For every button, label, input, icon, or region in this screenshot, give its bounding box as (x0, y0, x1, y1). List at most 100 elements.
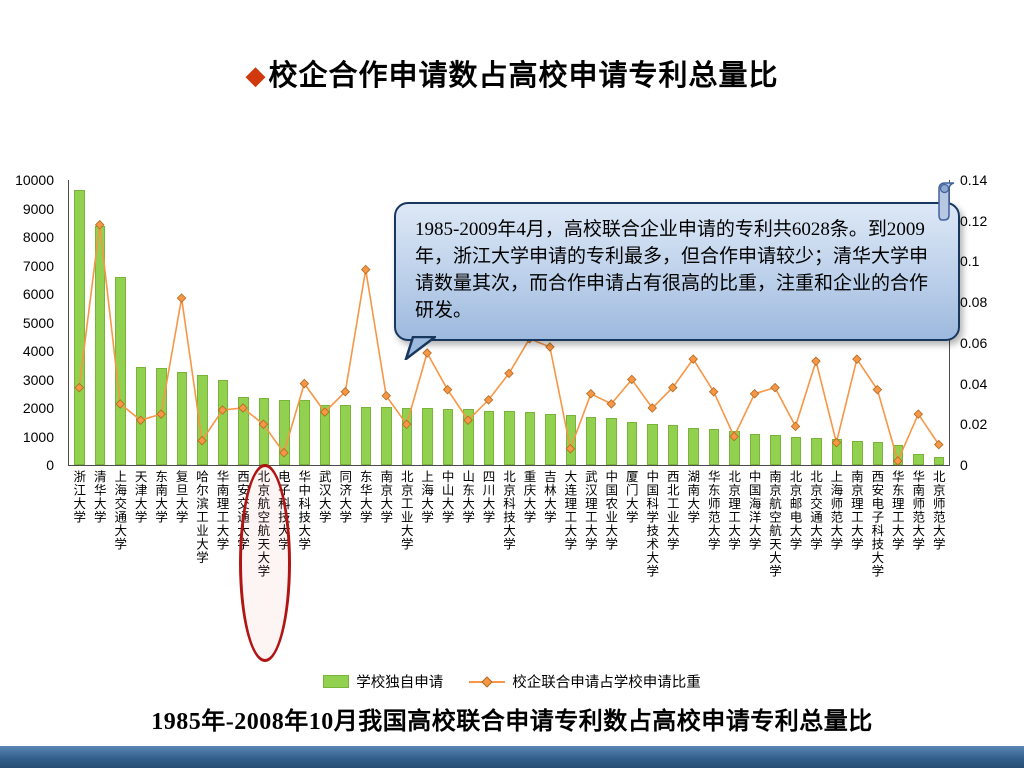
x-axis-label: 华东理工大学 (889, 470, 904, 551)
scroll-ornament-icon (938, 182, 955, 221)
bar (913, 453, 924, 465)
line-marker (483, 395, 494, 405)
bar (483, 410, 495, 465)
x-axis-label: 南京航空航天大学 (767, 470, 781, 578)
bar (626, 422, 638, 465)
line-marker (647, 403, 658, 413)
x-axis-label: 华南师范大学 (910, 470, 925, 551)
legend-line-label: 校企联合申请占学校申请比重 (512, 675, 701, 691)
x-axis-label: 浙江大学 (71, 470, 86, 524)
line-marker (463, 415, 473, 425)
x-axis-label: 吉林大学 (541, 470, 556, 524)
x-axis-label: 东华大学 (357, 470, 372, 524)
line-marker (340, 386, 351, 397)
line-marker (586, 388, 596, 399)
bar (708, 429, 720, 465)
bar (565, 415, 577, 465)
x-axis-label: 中山大学 (439, 470, 454, 524)
line-marker (442, 384, 453, 395)
legend-bar-label: 学校独自申请 (356, 675, 444, 691)
x-axis-label: 华南理工大学 (214, 470, 229, 551)
bar (545, 413, 556, 465)
x-axis-label: 华东师范大学 (705, 470, 720, 551)
line-marker (811, 356, 821, 366)
bar (504, 410, 515, 465)
bar (749, 433, 761, 465)
bar (74, 190, 85, 465)
plot-area (68, 180, 950, 466)
legend: 学校独自申请 校企联合申请占学校申请比重 (0, 671, 1024, 692)
line-marker (627, 374, 637, 385)
x-axis-label: 西北工业大学 (664, 470, 679, 551)
line-marker (749, 388, 760, 399)
bar (729, 430, 740, 465)
y-axis-left-tick: 10000 (15, 172, 54, 188)
bar (852, 440, 863, 465)
x-axis-label: 北京邮电大学 (787, 470, 802, 551)
bar (381, 406, 392, 465)
callout-text: 1985-2009年4月，高校联合企业申请的专利共6028条。到2009年，浙江… (415, 219, 929, 321)
x-axis-label: 同济大学 (337, 470, 352, 524)
line-marker (831, 437, 842, 448)
x-axis-label: 东南大学 (153, 470, 168, 524)
bar (872, 442, 884, 465)
bar (524, 412, 536, 465)
x-axis-label: 哈尔滨工业大学 (194, 470, 208, 565)
y-axis-left-tick: 3000 (22, 371, 54, 388)
bar (442, 409, 454, 465)
line-marker (729, 431, 739, 442)
line-marker (872, 384, 883, 395)
x-axis-label: 清华大学 (91, 470, 106, 524)
bar (422, 408, 433, 465)
bar (319, 405, 331, 465)
x-axis-label: 四川大学 (480, 470, 495, 524)
x-axis-label: 山东大学 (460, 470, 475, 524)
y-axis-left-tick: 5000 (22, 314, 54, 331)
line-marker (790, 421, 801, 432)
bar (279, 399, 290, 465)
x-axis-label: 上海师范大学 (828, 470, 843, 551)
x-axis-label: 武汉理工大学 (582, 470, 597, 551)
line-marker (688, 354, 698, 364)
y-axis-left-tick: 1000 (22, 428, 54, 445)
line-marker (381, 391, 391, 401)
line-marker (258, 419, 269, 430)
y-axis-right-tick: 0.1 (960, 253, 980, 270)
legend-item-bars: 学校独自申请 (323, 671, 443, 692)
diamond-bullet-icon: ◆ (245, 61, 267, 90)
x-axis-label: 上海大学 (419, 470, 434, 524)
y-axis-left: 0 1000 2000 3000 4000 5000 6000 7000 8000 9000 100… (0, 172, 62, 473)
line-marker (667, 382, 678, 393)
y-axis-left-tick: 0 (46, 457, 54, 473)
x-axis-label: 厦门大学 (623, 470, 638, 524)
bar (688, 427, 699, 465)
y-axis-left-tick: 9000 (22, 200, 54, 217)
line-marker (176, 293, 187, 303)
line-marker (238, 403, 248, 413)
x-axis-label: 北京科技大学 (501, 470, 515, 551)
y-axis-right-tick: 0.06 (960, 334, 988, 351)
y-axis-left-tick: 7000 (22, 257, 54, 274)
x-axis-label: 武汉大学 (316, 470, 331, 524)
x-axis-label: 复旦大学 (173, 470, 188, 524)
bar (340, 405, 351, 465)
page-title: ◆校企合作申请数占高校申请专利总量比 (0, 52, 1024, 94)
bar (463, 409, 474, 465)
y-axis-right-tick: 0.14 (960, 172, 988, 188)
y-axis-right-tick: 0 (960, 457, 968, 473)
callout-tail (404, 335, 436, 360)
bar (790, 436, 802, 465)
bar (647, 423, 658, 465)
line-marker (770, 382, 780, 393)
caption: 1985年-2008年10月我国高校联合申请专利数占高校申请专利总量比 (151, 709, 873, 735)
bar (585, 416, 597, 465)
line-marker (934, 439, 944, 450)
y-axis-left-tick: 2000 (22, 400, 54, 416)
x-axis-label: 湖南大学 (685, 470, 700, 524)
line-marker (545, 342, 555, 352)
line-marker (135, 415, 146, 425)
x-axis-label: 中国海洋大学 (746, 470, 761, 551)
bar (811, 437, 822, 465)
line-marker (401, 419, 412, 430)
x-axis-label: 重庆大学 (521, 470, 536, 524)
